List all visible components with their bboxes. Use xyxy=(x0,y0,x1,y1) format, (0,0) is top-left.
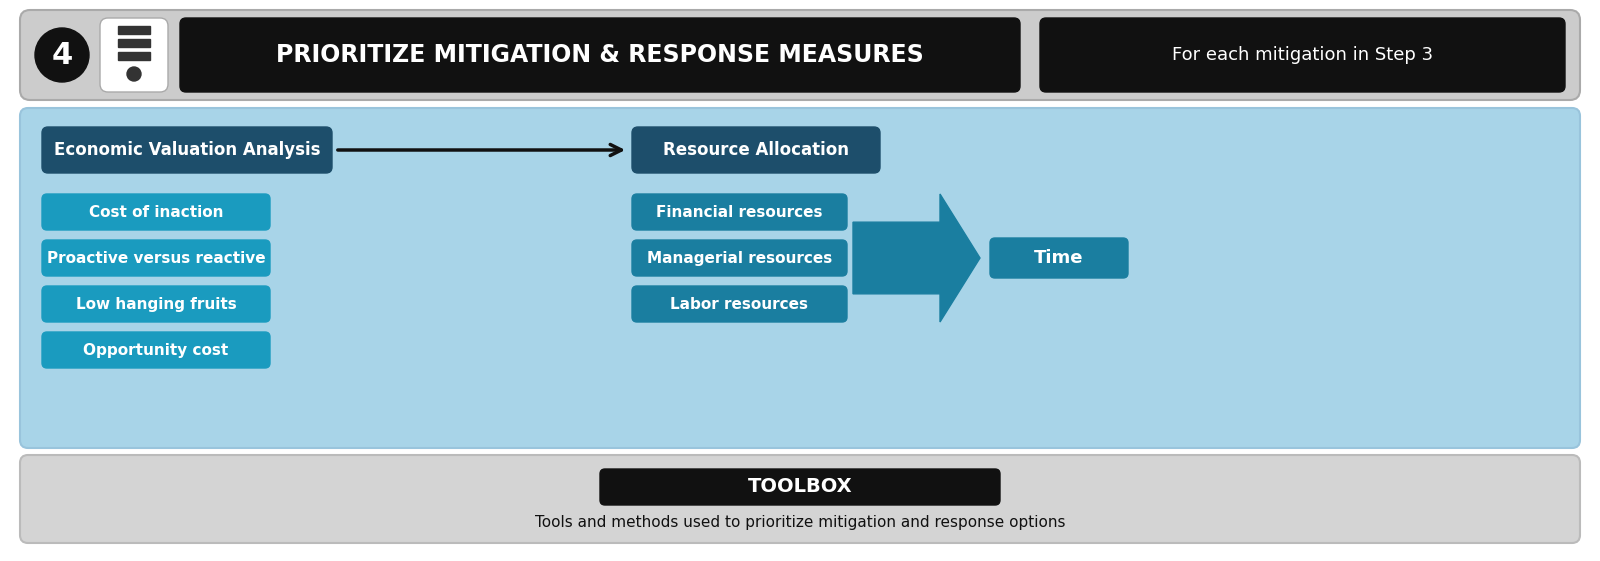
FancyBboxPatch shape xyxy=(632,286,846,322)
FancyBboxPatch shape xyxy=(632,240,846,276)
Text: For each mitigation in Step 3: For each mitigation in Step 3 xyxy=(1171,46,1434,64)
Text: Time: Time xyxy=(1034,249,1083,267)
FancyBboxPatch shape xyxy=(19,455,1581,543)
FancyBboxPatch shape xyxy=(1040,18,1565,92)
Text: 4: 4 xyxy=(51,40,72,70)
Bar xyxy=(118,26,150,34)
FancyBboxPatch shape xyxy=(42,240,270,276)
FancyBboxPatch shape xyxy=(42,127,333,173)
Text: TOOLBOX: TOOLBOX xyxy=(747,477,853,496)
FancyBboxPatch shape xyxy=(19,108,1581,448)
FancyBboxPatch shape xyxy=(600,469,1000,505)
Text: Labor resources: Labor resources xyxy=(670,297,808,311)
Text: PRIORITIZE MITIGATION & RESPONSE MEASURES: PRIORITIZE MITIGATION & RESPONSE MEASURE… xyxy=(277,43,923,67)
Text: Tools and methods used to prioritize mitigation and response options: Tools and methods used to prioritize mit… xyxy=(534,516,1066,531)
Text: Managerial resources: Managerial resources xyxy=(646,251,832,265)
Text: Resource Allocation: Resource Allocation xyxy=(662,141,850,159)
FancyBboxPatch shape xyxy=(179,18,1021,92)
FancyBboxPatch shape xyxy=(42,194,270,230)
FancyBboxPatch shape xyxy=(19,10,1581,100)
FancyBboxPatch shape xyxy=(990,238,1128,278)
Text: Proactive versus reactive: Proactive versus reactive xyxy=(46,251,266,265)
FancyBboxPatch shape xyxy=(632,194,846,230)
Circle shape xyxy=(126,67,141,81)
FancyBboxPatch shape xyxy=(99,18,168,92)
Text: Economic Valuation Analysis: Economic Valuation Analysis xyxy=(54,141,320,159)
Text: Cost of inaction: Cost of inaction xyxy=(88,205,224,219)
Text: Opportunity cost: Opportunity cost xyxy=(83,343,229,357)
FancyBboxPatch shape xyxy=(632,127,880,173)
FancyBboxPatch shape xyxy=(42,286,270,322)
Text: Financial resources: Financial resources xyxy=(656,205,822,219)
Polygon shape xyxy=(853,194,979,322)
FancyBboxPatch shape xyxy=(42,332,270,368)
Bar xyxy=(118,52,150,60)
Circle shape xyxy=(35,28,90,82)
Text: Low hanging fruits: Low hanging fruits xyxy=(75,297,237,311)
Bar xyxy=(118,39,150,47)
